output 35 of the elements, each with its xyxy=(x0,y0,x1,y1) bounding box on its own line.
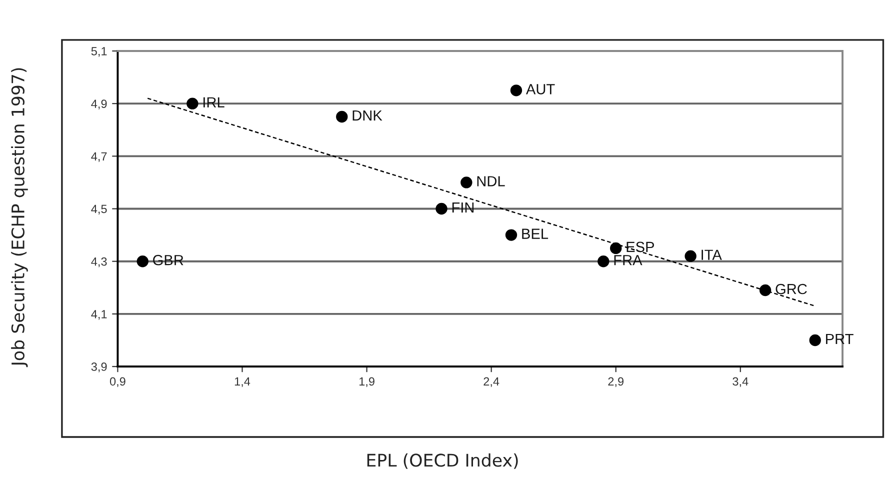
y-tick-label: 4,3 xyxy=(91,257,107,268)
x-tick-label: 2,4 xyxy=(484,377,500,388)
point xyxy=(759,284,772,296)
x-tick-label: 2,9 xyxy=(608,377,624,388)
point xyxy=(460,176,472,188)
series-label: PRT xyxy=(826,334,854,344)
y-tick-label: 4,9 xyxy=(91,100,107,110)
point xyxy=(510,84,522,96)
x-tick-label: 0,9 xyxy=(110,377,126,388)
point xyxy=(186,98,198,110)
y-axis-title: Job Security (ECHP question 1997) xyxy=(11,68,28,368)
series-label: GRC xyxy=(776,284,807,294)
point xyxy=(136,256,148,268)
series-label: ITA xyxy=(702,250,722,260)
series-label: BEL xyxy=(522,228,548,239)
x-tick-label: 1,4 xyxy=(234,377,250,388)
y-tick-label: 4,1 xyxy=(91,310,107,320)
x-tick-label: 1,9 xyxy=(359,377,374,388)
point xyxy=(809,334,821,346)
y-tick-label: 4,7 xyxy=(91,152,107,162)
x-tick-label: 3,4 xyxy=(732,377,748,388)
series-label: DNK xyxy=(352,110,382,120)
point xyxy=(684,250,696,262)
y-tick-label: 5,1 xyxy=(91,47,107,57)
series-label: AUT xyxy=(526,84,555,94)
point xyxy=(598,256,610,268)
series-label: NDL xyxy=(477,176,505,186)
point xyxy=(436,202,448,215)
series-label: ESP xyxy=(626,242,654,252)
y-tick-label: 4,5 xyxy=(91,204,107,215)
point xyxy=(610,242,622,254)
y-tick-label: 3,9 xyxy=(91,362,107,372)
point xyxy=(336,110,348,123)
point xyxy=(505,229,518,241)
x-axis-title: EPL (OECD Index) xyxy=(367,453,518,469)
